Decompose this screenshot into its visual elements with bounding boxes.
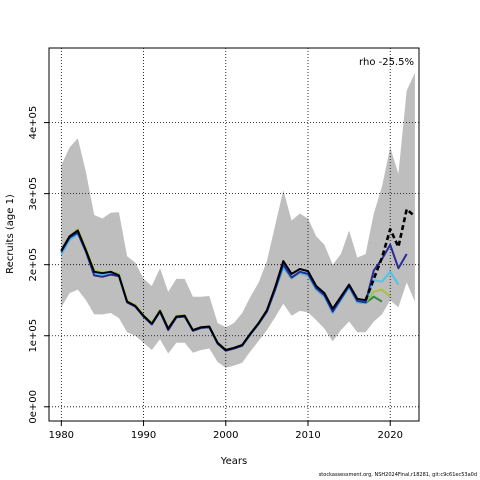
x-tick-label: 2010	[295, 430, 320, 441]
y-tick-label: 2e+05	[28, 248, 39, 282]
y-axis-label: Recruits (age 1)	[5, 194, 16, 274]
plot-frame	[48, 47, 420, 422]
series-layer	[60, 208, 416, 352]
series-line	[60, 229, 366, 351]
y-tick-label: 1e+05	[28, 319, 39, 353]
x-tick-label: 2020	[377, 430, 402, 441]
annotation-rho: rho -25.5%	[359, 57, 414, 68]
x-axis-label: Years	[220, 456, 247, 467]
y-tick-label: 3e+05	[28, 177, 39, 211]
footnote: stockassessment.org, NSH2024Final,r18281…	[318, 472, 477, 478]
confidence-band	[61, 72, 415, 368]
x-tick-label: 1990	[131, 430, 156, 441]
grid-layer	[49, 48, 419, 421]
axis-layer: 1980 1990 2000 2010 2020 0e+00 1e+05 2e+05 3e+05…	[28, 106, 403, 441]
series-line-dashed	[364, 208, 416, 301]
y-tick-label: 0e+00	[28, 390, 39, 424]
y-tick-label: 4e+05	[28, 106, 39, 140]
confidence-band-layer	[61, 72, 415, 368]
x-tick-label: 2000	[213, 430, 238, 441]
x-tick-label: 1980	[49, 430, 74, 441]
